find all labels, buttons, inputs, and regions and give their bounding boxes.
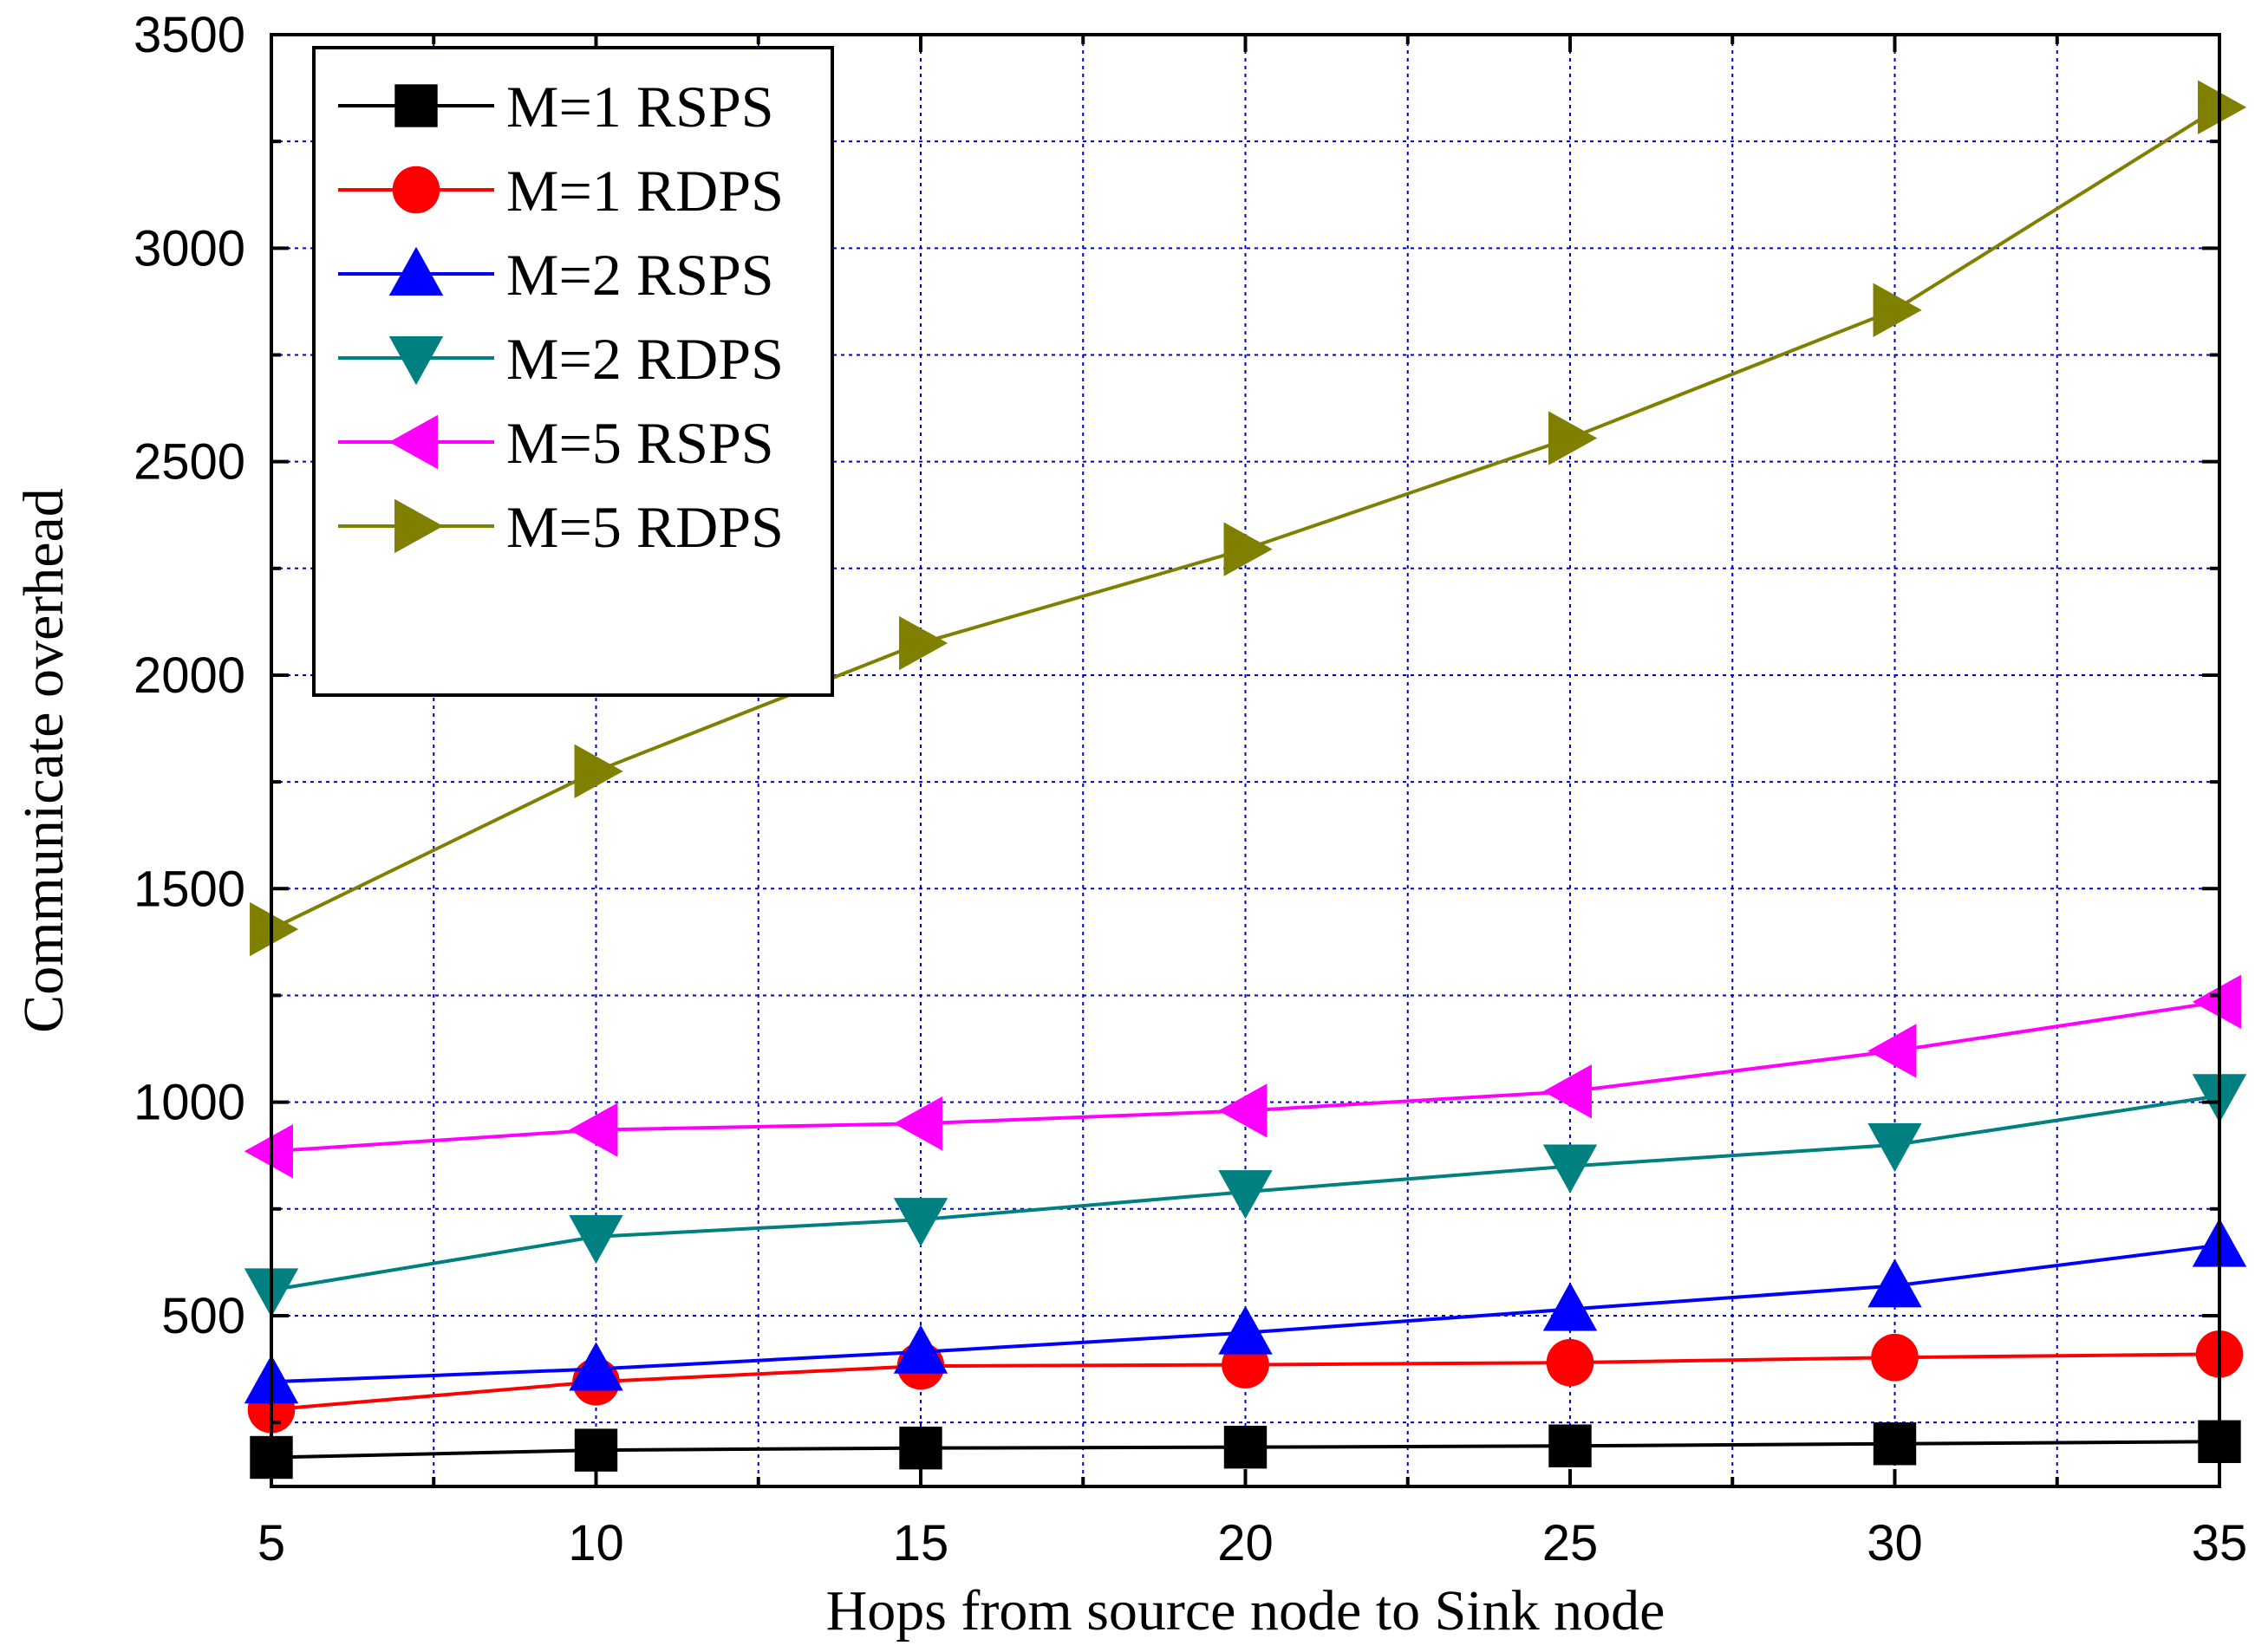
data-point: [574, 744, 623, 799]
data-point: [899, 615, 948, 671]
data-point: [1218, 1083, 1268, 1138]
data-point: [569, 1214, 623, 1265]
legend-item: M=1 RDPS: [338, 158, 784, 224]
y-tick-label: 3000: [134, 220, 245, 276]
data-point: [899, 1426, 942, 1470]
data-point: [1223, 1425, 1268, 1469]
axis-ticks: 5 10 15 20 25 30 35 500 1000 1500 2000 2500 3000 3500: [134, 7, 2247, 1571]
x-tick-label: 20: [1217, 1515, 1274, 1571]
x-tick-label: 30: [1867, 1515, 1923, 1571]
data-point: [1873, 1422, 1917, 1466]
data-point: [1218, 1305, 1273, 1355]
series-m-5-rsps: [244, 974, 2241, 1179]
x-tick-label: 35: [2192, 1515, 2248, 1571]
y-tick-label: 2000: [134, 647, 245, 704]
data-point: [569, 1342, 623, 1391]
data-point: [2192, 974, 2241, 1030]
data-point: [893, 1198, 948, 1247]
x-tick-label: 25: [1542, 1515, 1599, 1571]
data-point: [2198, 80, 2247, 134]
data-point: [1542, 1282, 1598, 1331]
x-axis-title: Hops from source node to Sink node: [826, 1579, 1665, 1642]
data-point: [1867, 1259, 1922, 1308]
series-layer: [244, 80, 2247, 1480]
legend-item: M=5 RSPS: [338, 410, 774, 476]
y-tick-label: 1000: [134, 1075, 245, 1131]
data-point: [1546, 1338, 1594, 1387]
y-tick-label: 3500: [134, 7, 245, 63]
data-point: [1218, 1170, 1273, 1219]
data-point: [1542, 1064, 1592, 1119]
data-point: [1542, 1144, 1598, 1193]
legend-marker: [388, 414, 438, 470]
legend-item: M=2 RDPS: [338, 326, 784, 392]
y-tick-label: 1500: [134, 861, 245, 917]
x-tick-label: 5: [257, 1515, 285, 1571]
legend-marker: [388, 246, 444, 296]
data-point: [1223, 522, 1273, 576]
series-m-2-rsps: [244, 1218, 2247, 1404]
legend-item: M=2 RSPS: [338, 242, 774, 308]
legend-item: M=1 RSPS: [338, 74, 774, 140]
data-point: [1548, 411, 1598, 465]
data-point: [1867, 1024, 1917, 1078]
y-tick-label: 500: [161, 1288, 245, 1344]
y-axis-title: Communicate overhead: [12, 488, 75, 1033]
legend-label: M=2 RDPS: [506, 326, 784, 392]
legend-label: M=5 RDPS: [506, 494, 784, 560]
legend: M=1 RSPS M=1 RDPS M=2 RSPS M=2 RDPS M=5 RSPS…: [312, 46, 834, 697]
data-point: [569, 1102, 618, 1157]
data-point: [574, 1428, 618, 1472]
legend-label: M=1 RDPS: [506, 158, 784, 224]
data-point: [1873, 283, 1922, 337]
data-point: [244, 1124, 293, 1179]
x-tick-label: 15: [893, 1515, 949, 1571]
legend-item: M=5 RDPS: [338, 494, 784, 560]
data-point: [1548, 1424, 1592, 1467]
legend-box: [312, 46, 834, 697]
series-m-2-rdps: [244, 1074, 2247, 1317]
legend-marker: [394, 498, 444, 554]
series-m-5-rdps: [250, 80, 2247, 957]
y-tick-label: 2500: [134, 434, 245, 491]
legend-label: M=2 RSPS: [506, 242, 774, 308]
legend-label: M=5 RSPS: [506, 410, 774, 476]
data-point: [893, 1324, 948, 1374]
legend-marker: [394, 84, 438, 127]
legend-label: M=1 RSPS: [506, 74, 774, 140]
data-point: [1871, 1333, 1919, 1382]
data-point: [893, 1096, 942, 1151]
data-point: [1867, 1122, 1922, 1173]
legend-marker: [388, 336, 444, 386]
legend-marker: [392, 166, 440, 214]
x-tick-label: 10: [568, 1515, 624, 1571]
data-point: [250, 901, 299, 957]
